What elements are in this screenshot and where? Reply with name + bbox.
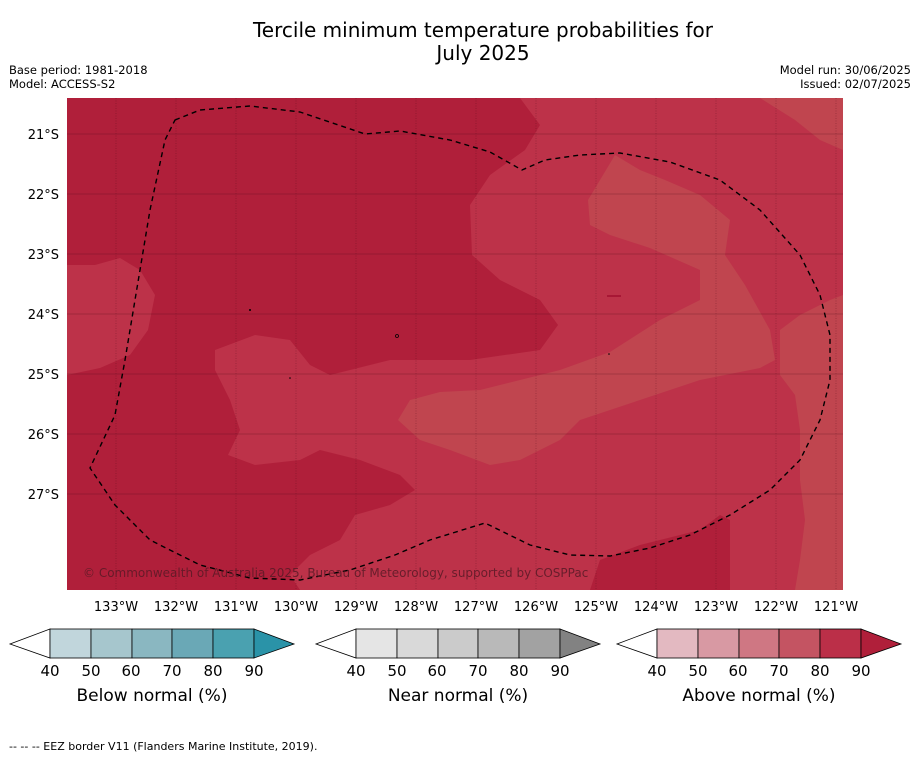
page-title: Tercile minimum temperature probabilitie… xyxy=(0,19,919,65)
legend-swatch xyxy=(253,628,296,659)
meta-right: Model run: 30/06/2025 Issued: 02/07/2025 xyxy=(780,63,911,91)
legend-tick: 50 xyxy=(81,662,100,680)
legend-above-normal-bar xyxy=(615,628,903,659)
legend-tick: 90 xyxy=(550,662,569,680)
legend-near-normal-bar xyxy=(314,628,602,659)
legend-tick: 90 xyxy=(851,662,870,680)
island-marker xyxy=(289,377,291,379)
lat-label: 24°S xyxy=(28,308,59,323)
legend-swatch xyxy=(212,628,255,659)
lon-label: 129°W xyxy=(334,600,378,615)
model-run: Model run: 30/06/2025 xyxy=(779,63,911,77)
band-60-70-northeast xyxy=(760,98,843,150)
legend-swatch xyxy=(171,628,214,659)
eez-border xyxy=(89,105,831,581)
legend-title-near-normal: Near normal (%) xyxy=(387,686,529,706)
legend-title-above-normal: Above normal (%) xyxy=(682,686,836,706)
legend-swatch xyxy=(8,628,51,659)
gridlines xyxy=(67,98,843,590)
base-period: Base period: 1981-2018 xyxy=(9,63,148,77)
legend-swatch xyxy=(697,628,740,659)
legend-tick: 80 xyxy=(203,662,222,680)
lat-label: 26°S xyxy=(28,428,59,443)
legend-swatch xyxy=(437,628,479,659)
legend-tick: 70 xyxy=(162,662,181,680)
title-line-2: July 2025 xyxy=(436,41,530,65)
lat-label: 21°S xyxy=(28,128,59,143)
lon-label: 126°W xyxy=(514,600,558,615)
longitude-labels: 133°W 132°W 131°W 130°W 129°W 128°W 127°… xyxy=(94,600,858,615)
legend-swatch xyxy=(355,628,398,659)
legend-swatch xyxy=(131,628,173,659)
legend-swatch xyxy=(615,628,658,659)
latitude-labels: 21°S 22°S 23°S 24°S 25°S 26°S 27°S xyxy=(28,128,59,503)
legend-swatch xyxy=(656,628,699,659)
eez-footnote: -- -- -- EEZ border V11 (Flanders Marine… xyxy=(9,740,318,753)
legend-tick: 60 xyxy=(427,662,446,680)
legend-tick: 40 xyxy=(647,662,666,680)
legend-tick: 70 xyxy=(769,662,788,680)
legend-swatch xyxy=(860,628,903,659)
legend-tick: 50 xyxy=(688,662,707,680)
legend-swatch xyxy=(518,628,561,659)
lon-label: 131°W xyxy=(214,600,258,615)
lon-label: 121°W xyxy=(814,600,858,615)
legend-swatch xyxy=(559,628,602,659)
copyright-notice: © Commonwealth of Australia 2025, Bureau… xyxy=(83,566,589,580)
island-marker xyxy=(608,353,610,355)
legend-colorbars: 40 50 60 70 80 90 40 50 60 70 80 90 40 5… xyxy=(8,628,903,680)
legend-swatch xyxy=(396,628,439,659)
legend-tick: 50 xyxy=(387,662,406,680)
lat-label: 23°S xyxy=(28,248,59,263)
legend-tick: 40 xyxy=(40,662,59,680)
map-fill-layer xyxy=(67,98,843,590)
lon-label: 133°W xyxy=(94,600,138,615)
lon-label: 125°W xyxy=(574,600,618,615)
issued-date: Issued: 02/07/2025 xyxy=(800,77,911,91)
legend-swatch xyxy=(738,628,780,659)
legend-tick-labels: 40 50 60 70 80 90 40 50 60 70 80 90 40 5… xyxy=(40,662,870,680)
title-line-1: Tercile minimum temperature probabilitie… xyxy=(252,18,714,42)
legend-swatch xyxy=(314,628,357,659)
legend-swatch xyxy=(819,628,862,659)
legend-title-below-normal: Below normal (%) xyxy=(76,686,228,706)
lon-label: 128°W xyxy=(394,600,438,615)
lon-label: 127°W xyxy=(454,600,498,615)
legend-tick: 60 xyxy=(121,662,140,680)
legend-tick: 80 xyxy=(509,662,528,680)
lon-label: 123°W xyxy=(694,600,738,615)
legend-tick: 80 xyxy=(810,662,829,680)
legend-swatch xyxy=(778,628,821,659)
legend-tick: 40 xyxy=(346,662,365,680)
legend-swatch xyxy=(49,628,92,659)
lon-label: 124°W xyxy=(634,600,678,615)
legend-below-normal-bar xyxy=(8,628,296,659)
lon-label: 130°W xyxy=(274,600,318,615)
lat-label: 25°S xyxy=(28,368,59,383)
island-marker xyxy=(249,309,251,311)
lon-label: 122°W xyxy=(754,600,798,615)
legend-tick: 70 xyxy=(468,662,487,680)
probability-map: 21°S 22°S 23°S 24°S 25°S 26°S 27°S 133°W… xyxy=(28,98,858,615)
band-60-70-east xyxy=(780,295,843,590)
meta-left: Base period: 1981-2018 Model: ACCESS-S2 xyxy=(9,63,148,91)
legend-swatch xyxy=(90,628,133,659)
legend-swatch xyxy=(477,628,520,659)
lon-label: 132°W xyxy=(154,600,198,615)
island-marker xyxy=(395,334,399,338)
lat-label: 27°S xyxy=(28,488,59,503)
lat-label: 22°S xyxy=(28,188,59,203)
legend-tick: 60 xyxy=(728,662,747,680)
band-60-70-core xyxy=(398,155,775,465)
legend-tick: 90 xyxy=(244,662,263,680)
model-name: Model: ACCESS-S2 xyxy=(9,77,116,91)
band-70-80-west xyxy=(67,258,155,375)
